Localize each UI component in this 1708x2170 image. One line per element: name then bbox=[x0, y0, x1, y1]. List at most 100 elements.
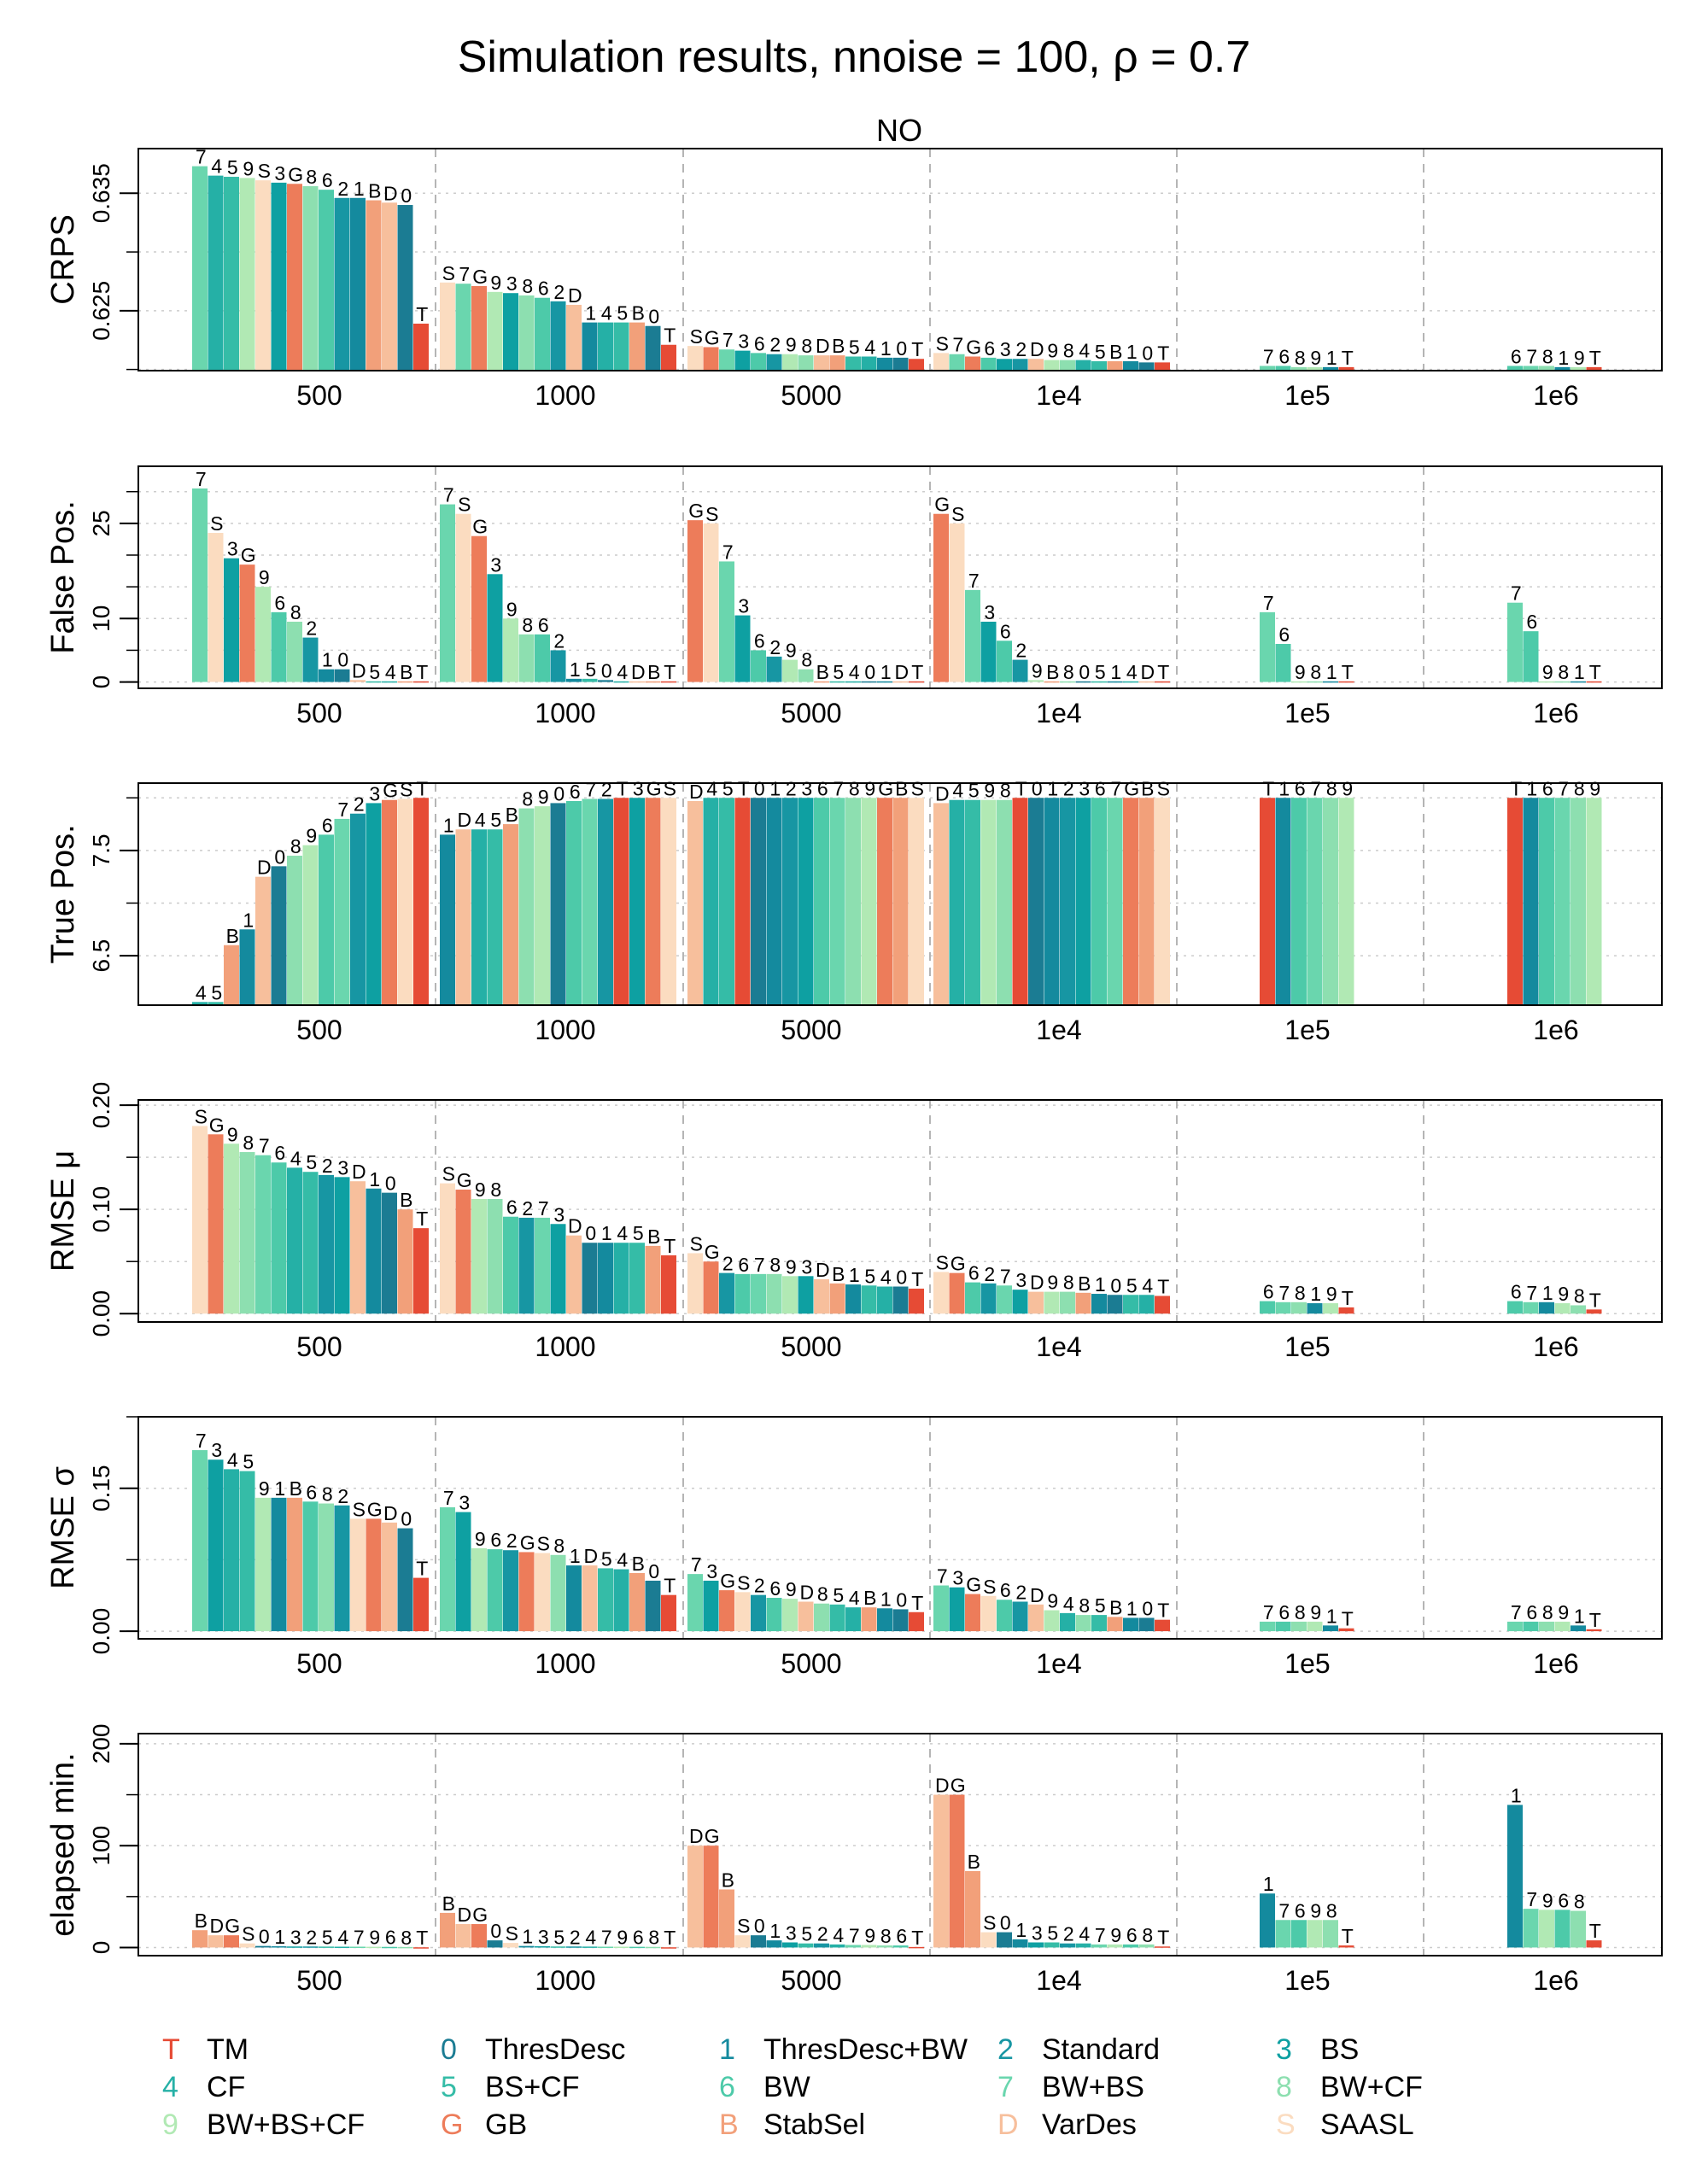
bar-label: 9 bbox=[259, 566, 270, 588]
bar-label: 0 bbox=[1032, 777, 1043, 799]
bar-7 bbox=[1275, 1920, 1291, 1948]
bar-2 bbox=[1012, 359, 1028, 371]
bar-label: 5 bbox=[553, 1926, 564, 1948]
bar-4 bbox=[334, 1946, 350, 1949]
legend: T TM 0 ThresDesc 1 ThresDesc+BW 2 Standard 3 BS 4 C… bbox=[162, 2031, 1691, 2159]
bar-label: B bbox=[400, 661, 412, 683]
bar-2 bbox=[334, 1505, 350, 1632]
bar-label: T bbox=[1262, 777, 1274, 799]
bar-label: 3 bbox=[290, 1926, 301, 1948]
bar-label: G bbox=[951, 1253, 966, 1275]
bar-label: 8 bbox=[648, 1927, 659, 1949]
bar-label: 7 bbox=[196, 146, 207, 168]
bar-0 bbox=[997, 1932, 1012, 1948]
bar-6 bbox=[535, 634, 550, 682]
bar-9 bbox=[1044, 360, 1060, 371]
y-tick-label: 0.20 bbox=[88, 1082, 114, 1129]
bar-9 bbox=[1107, 1944, 1123, 1948]
bar-G bbox=[965, 356, 980, 371]
bar-6 bbox=[997, 640, 1012, 682]
bar-6 bbox=[629, 1946, 645, 1949]
bar-1 bbox=[566, 678, 582, 682]
bar-label: S bbox=[690, 1232, 703, 1255]
bar-label: 7 bbox=[601, 1927, 612, 1949]
legend-code: 6 bbox=[719, 2071, 735, 2103]
bar-5 bbox=[550, 1946, 566, 1948]
bar-label: D bbox=[383, 1502, 398, 1524]
bar-label: B bbox=[290, 1477, 302, 1500]
bar-label: 6 bbox=[274, 592, 285, 614]
bar-label: S bbox=[400, 778, 412, 800]
bar-6 bbox=[271, 1162, 287, 1314]
bar-label: 6 bbox=[1511, 1281, 1522, 1303]
legend-item: B StabSel bbox=[719, 2106, 865, 2144]
legend-item: 0 ThresDesc bbox=[441, 2031, 625, 2068]
bar-B bbox=[1107, 360, 1123, 371]
bar-0 bbox=[382, 1192, 397, 1314]
bar-6 bbox=[1291, 798, 1307, 1005]
bar-label: 0 bbox=[896, 1266, 907, 1288]
bar-2 bbox=[319, 1174, 334, 1314]
bar-label: S bbox=[353, 1498, 366, 1520]
legend-item: S SAASL bbox=[1276, 2106, 1414, 2144]
bar-label: 1 bbox=[1310, 1283, 1321, 1305]
bar-B bbox=[814, 681, 829, 683]
y-tick-label: 0.15 bbox=[88, 1465, 114, 1512]
bar-1 bbox=[1107, 681, 1123, 683]
bar-S bbox=[440, 1183, 455, 1314]
bar-7 bbox=[440, 1507, 455, 1632]
bar-8 bbox=[1539, 366, 1554, 371]
bar-label: 6 bbox=[754, 332, 765, 354]
bar-label: 7 bbox=[1558, 777, 1569, 799]
bar-label: 1 bbox=[1526, 777, 1537, 799]
bar-label: 7 bbox=[1511, 1601, 1522, 1623]
y-tick-label: 100 bbox=[88, 1826, 114, 1866]
bar-label: G bbox=[705, 1825, 720, 1847]
bar-1 bbox=[566, 1565, 582, 1632]
bar-label: 5 bbox=[968, 780, 980, 802]
bar-3 bbox=[366, 803, 382, 1005]
bar-label: 7 bbox=[1526, 1282, 1537, 1304]
bar-T bbox=[909, 359, 924, 371]
bar-S bbox=[949, 523, 965, 682]
bar-G bbox=[366, 1518, 382, 1632]
bar-label: B bbox=[722, 1869, 734, 1891]
bar-5 bbox=[845, 356, 861, 371]
bar-G bbox=[287, 184, 302, 371]
bar-4 bbox=[829, 1944, 845, 1948]
bar-label: 7 bbox=[691, 1553, 702, 1576]
bar-label: 0 bbox=[1079, 661, 1090, 683]
bar-S bbox=[933, 1272, 949, 1314]
bar-label: 1 bbox=[1126, 1597, 1138, 1619]
bar-6 bbox=[965, 1282, 980, 1314]
bar-8 bbox=[1571, 1305, 1586, 1314]
bar-label: 1 bbox=[570, 1545, 581, 1567]
bar-5 bbox=[829, 681, 845, 683]
bar-0 bbox=[892, 357, 909, 371]
bar-label: 4 bbox=[1126, 661, 1138, 683]
bar-label: 3 bbox=[506, 272, 518, 295]
bar-label: D bbox=[816, 335, 830, 357]
bar-6 bbox=[1123, 1944, 1138, 1948]
bar-label: 0 bbox=[754, 1915, 765, 1937]
bar-T bbox=[1507, 798, 1523, 1005]
bar-4 bbox=[192, 1002, 208, 1005]
y-tick-label: 25 bbox=[88, 510, 114, 536]
bar-8 bbox=[302, 186, 319, 371]
bar-label: T bbox=[738, 777, 750, 799]
bar-6 bbox=[1275, 644, 1291, 682]
bar-7 bbox=[1091, 1944, 1107, 1948]
bar-label: 3 bbox=[1015, 1269, 1027, 1291]
bar-G bbox=[687, 520, 703, 682]
bar-9 bbox=[255, 587, 271, 682]
bar-3 bbox=[798, 1276, 814, 1314]
legend-item: G GB bbox=[441, 2106, 527, 2144]
bar-T bbox=[613, 798, 629, 1005]
bar-D bbox=[814, 355, 829, 371]
bar-label: B bbox=[1109, 341, 1122, 363]
legend-code: 7 bbox=[997, 2071, 1014, 2103]
bar-T bbox=[1586, 1309, 1602, 1314]
bar-B bbox=[965, 1871, 980, 1948]
bar-T bbox=[1586, 681, 1602, 683]
y-axis-label: elapsed min. bbox=[45, 1752, 81, 1936]
